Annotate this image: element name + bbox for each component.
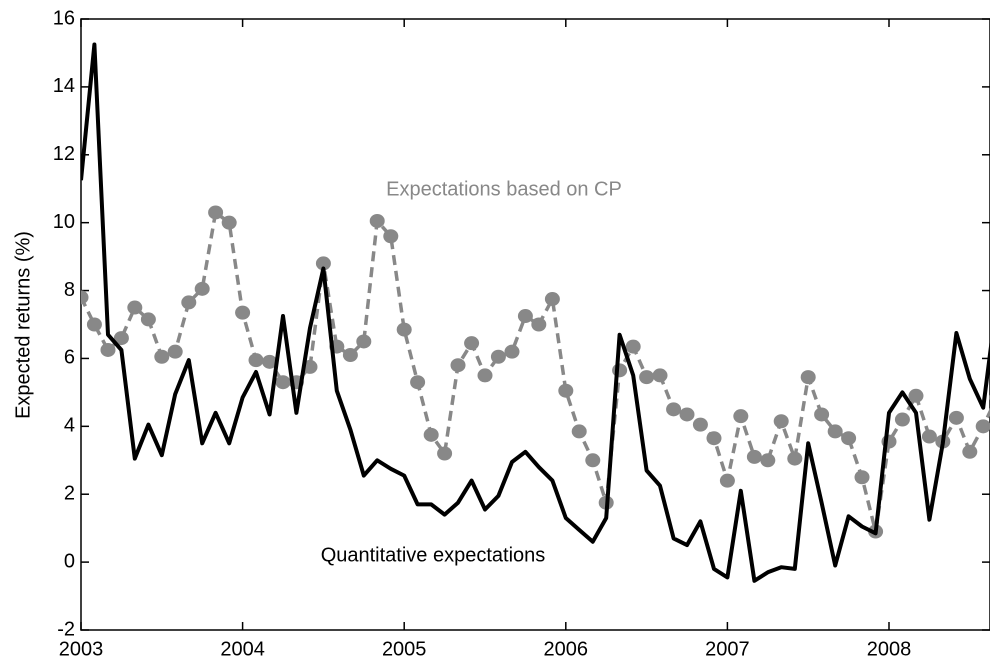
series-marker <box>948 410 964 425</box>
series-marker <box>854 470 870 485</box>
series-marker <box>921 429 937 444</box>
series-marker <box>787 451 803 466</box>
series-marker <box>410 375 426 390</box>
y-tick-label: 0 <box>64 550 75 572</box>
series-marker <box>571 424 587 439</box>
plot-area <box>81 42 990 583</box>
series-marker <box>733 409 749 424</box>
series-marker <box>652 368 668 383</box>
series-marker <box>208 205 224 220</box>
series-marker <box>625 339 641 354</box>
series-marker <box>962 444 978 459</box>
series-marker <box>814 407 830 422</box>
series-marker <box>666 402 682 417</box>
series-marker <box>423 427 439 442</box>
series-marker <box>706 431 722 446</box>
series-marker <box>86 317 102 332</box>
series-marker <box>262 354 278 369</box>
series-marker <box>140 312 156 327</box>
series-line <box>81 210 990 534</box>
series-marker <box>464 336 480 351</box>
series-marker <box>612 363 628 378</box>
plot-frame <box>80 18 990 631</box>
series-marker <box>194 281 210 296</box>
series-marker <box>221 215 237 230</box>
y-tick-label: -2 <box>57 618 75 640</box>
y-tick-label: 10 <box>53 211 75 233</box>
y-tick-label: 8 <box>64 279 75 301</box>
y-tick-label: 12 <box>53 143 75 165</box>
series-marker <box>81 290 89 305</box>
series-marker <box>504 344 520 359</box>
series-marker <box>558 383 574 398</box>
series-marker <box>450 358 466 373</box>
series-marker <box>181 295 197 310</box>
x-tick-label: 2005 <box>382 638 427 660</box>
y-tick-label: 2 <box>64 483 75 505</box>
series-marker <box>760 453 776 468</box>
series-marker <box>894 412 910 427</box>
y-tick-label: 4 <box>64 415 75 437</box>
series-marker <box>639 370 655 385</box>
series-marker <box>477 368 493 383</box>
series-marker <box>383 229 399 244</box>
series-marker <box>746 449 762 464</box>
series-marker <box>437 446 453 461</box>
y-tick-label: 14 <box>53 75 75 97</box>
series-marker <box>235 305 251 320</box>
series-marker <box>275 375 291 390</box>
series-marker <box>544 292 560 307</box>
series-label: Quantitative expectations <box>321 544 546 566</box>
series-marker <box>490 349 506 364</box>
y-tick-label: 6 <box>64 347 75 369</box>
series-marker <box>679 407 695 422</box>
series-marker <box>692 417 708 432</box>
series-marker <box>517 309 533 324</box>
series-marker <box>719 473 735 488</box>
x-tick-label: 2007 <box>705 638 750 660</box>
series-marker <box>100 342 116 357</box>
series-marker <box>585 453 601 468</box>
series-marker <box>908 388 924 403</box>
x-tick-label: 2004 <box>220 638 265 660</box>
series-marker <box>315 256 331 271</box>
series-marker <box>356 334 372 349</box>
series-marker <box>396 322 412 337</box>
series-marker <box>167 344 183 359</box>
series-line <box>81 42 990 583</box>
series-marker <box>127 300 143 315</box>
series-marker <box>773 414 789 429</box>
series-label: Expectations based on CP <box>386 178 622 200</box>
y-axis-label: Expected returns (%) <box>12 231 34 419</box>
x-tick-label: 2003 <box>59 638 104 660</box>
series-marker <box>827 424 843 439</box>
y-tick-label: 16 <box>53 7 75 29</box>
series-marker <box>248 353 264 368</box>
x-tick-label: 2006 <box>544 638 589 660</box>
series-marker <box>369 213 385 228</box>
series-marker <box>342 348 358 363</box>
x-tick-label: 2008 <box>867 638 912 660</box>
series-marker <box>841 431 857 446</box>
series-marker <box>975 419 990 434</box>
series-marker <box>800 370 816 385</box>
series-marker <box>113 331 129 346</box>
series-marker <box>154 349 170 364</box>
series-marker <box>531 317 547 332</box>
